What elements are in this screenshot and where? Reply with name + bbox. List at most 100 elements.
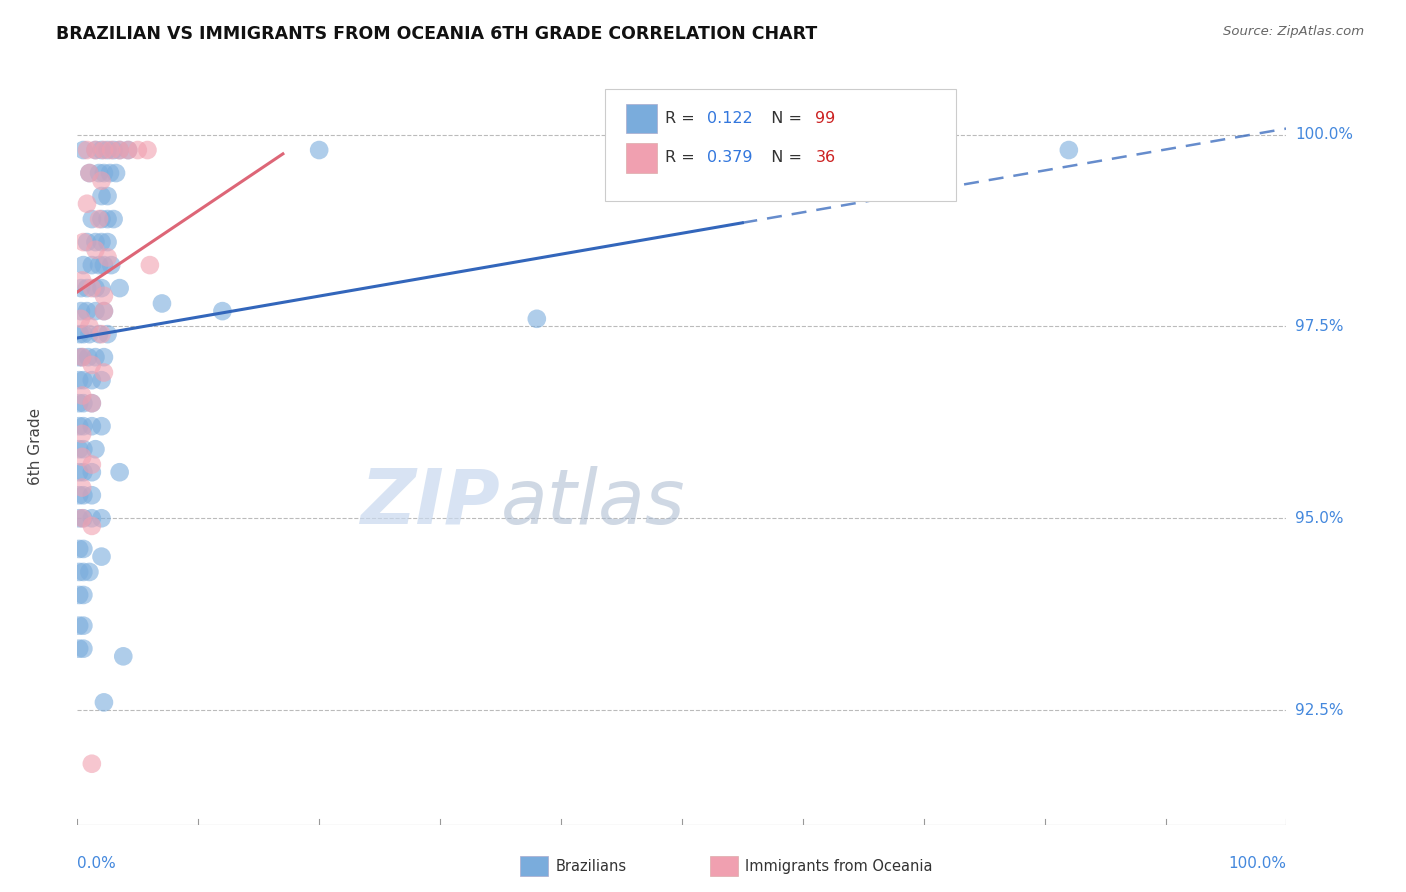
Text: Immigrants from Oceania: Immigrants from Oceania — [745, 859, 932, 873]
Point — [67, 541, 90, 556]
Point — [72, 442, 94, 457]
Point — [70, 481, 93, 495]
Point — [72, 511, 94, 525]
Point — [70, 426, 93, 441]
Point — [139, 258, 162, 272]
Point — [90, 189, 112, 203]
Point — [79, 327, 101, 342]
Point — [93, 143, 115, 157]
Point — [93, 258, 115, 272]
Text: N =: N = — [761, 151, 807, 165]
Point — [70, 350, 93, 364]
Point — [72, 541, 94, 556]
Point — [80, 373, 103, 387]
Point — [90, 281, 112, 295]
Point — [76, 196, 98, 211]
Point — [72, 419, 94, 434]
Point — [127, 143, 149, 157]
Point — [103, 212, 125, 227]
Point — [67, 488, 90, 502]
Point — [67, 565, 90, 579]
Point — [76, 304, 98, 318]
Point — [72, 488, 94, 502]
Point — [80, 511, 103, 525]
Point — [90, 212, 112, 227]
Point — [72, 143, 94, 157]
Point — [108, 143, 131, 157]
Point — [90, 373, 112, 387]
Point — [67, 442, 90, 457]
Point — [80, 519, 103, 533]
Point — [96, 189, 118, 203]
Point — [67, 465, 90, 479]
Point — [80, 396, 103, 410]
Point — [93, 304, 115, 318]
Point — [105, 166, 128, 180]
Point — [108, 281, 131, 295]
Point — [90, 419, 112, 434]
Point — [67, 419, 90, 434]
Point — [72, 327, 94, 342]
Point — [79, 166, 101, 180]
Point — [80, 396, 103, 410]
Text: N =: N = — [761, 112, 807, 126]
Point — [80, 465, 103, 479]
Point — [76, 281, 98, 295]
Point — [103, 143, 125, 157]
Point — [117, 143, 139, 157]
Point — [87, 258, 110, 272]
Text: 0.122: 0.122 — [707, 112, 754, 126]
Point — [96, 143, 118, 157]
Point — [70, 273, 93, 287]
Point — [72, 641, 94, 656]
Point — [67, 350, 90, 364]
Point — [80, 458, 103, 472]
Point — [72, 465, 94, 479]
Point — [77, 350, 100, 364]
Point — [84, 281, 107, 295]
Point — [67, 641, 90, 656]
Point — [526, 311, 548, 326]
Point — [72, 565, 94, 579]
Point — [70, 388, 93, 402]
Point — [84, 243, 107, 257]
Text: 36: 36 — [815, 151, 835, 165]
Point — [84, 143, 107, 157]
Point — [93, 350, 115, 364]
Point — [69, 327, 91, 342]
Point — [80, 281, 103, 295]
Point — [70, 281, 93, 295]
Point — [112, 649, 135, 664]
Point — [72, 588, 94, 602]
Point — [90, 549, 112, 564]
Point — [96, 251, 118, 265]
Point — [93, 289, 115, 303]
Point — [150, 296, 173, 310]
Point — [1057, 143, 1080, 157]
Point — [117, 143, 139, 157]
Point — [72, 235, 94, 249]
Point — [67, 373, 90, 387]
Point — [80, 258, 103, 272]
Text: Source: ZipAtlas.com: Source: ZipAtlas.com — [1223, 25, 1364, 38]
Point — [90, 327, 112, 342]
Point — [79, 166, 101, 180]
Point — [80, 212, 103, 227]
Text: 95.0%: 95.0% — [1295, 511, 1343, 525]
Point — [87, 327, 110, 342]
Point — [84, 304, 107, 318]
Point — [93, 366, 115, 380]
Point — [79, 319, 101, 334]
Point — [80, 419, 103, 434]
Point — [67, 511, 90, 525]
Text: atlas: atlas — [501, 466, 685, 540]
Point — [108, 465, 131, 479]
Text: 0.379: 0.379 — [707, 151, 752, 165]
Point — [72, 396, 94, 410]
Point — [84, 350, 107, 364]
Point — [136, 143, 159, 157]
Point — [93, 166, 115, 180]
Text: 100.0%: 100.0% — [1229, 855, 1286, 871]
Text: 99: 99 — [815, 112, 835, 126]
Point — [100, 258, 122, 272]
